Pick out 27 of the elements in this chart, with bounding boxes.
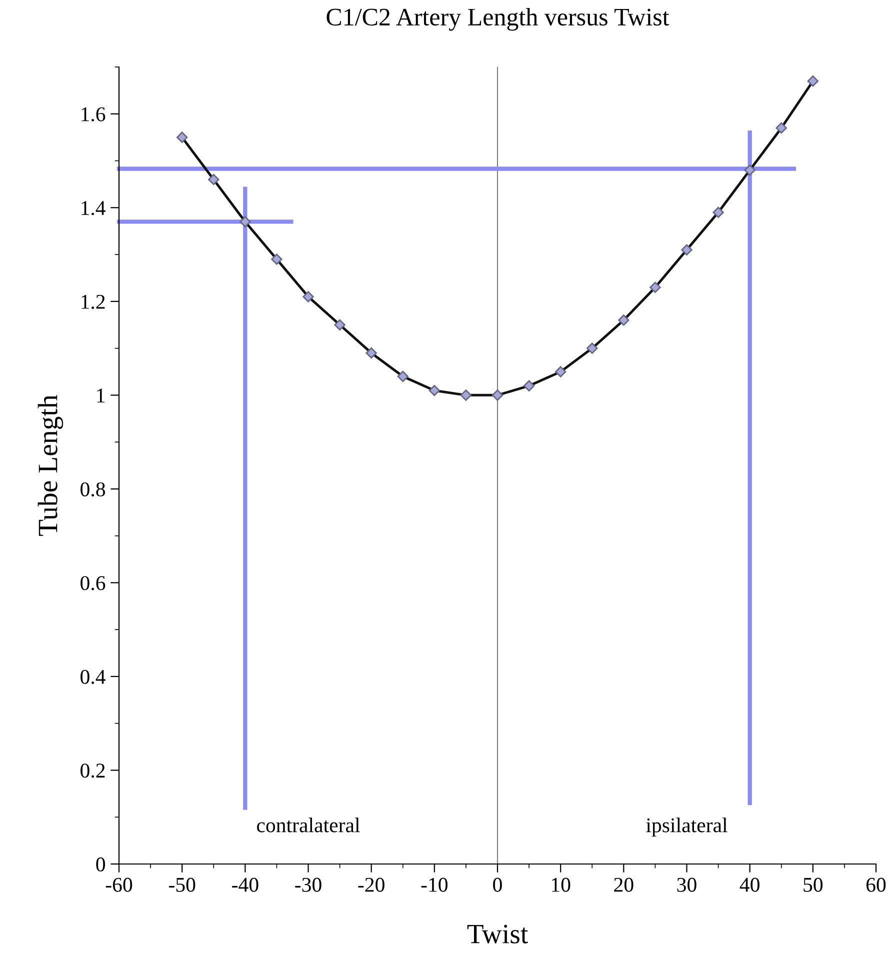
y-tick-label: 1.2 <box>82 294 105 309</box>
annotation: contralateral <box>256 818 360 832</box>
x-tick-label: -20 <box>358 878 384 892</box>
x-axis-title: Twist <box>467 924 528 944</box>
y-tick-label: 0.4 <box>80 670 106 684</box>
x-tick-label: 50 <box>804 878 823 892</box>
annotation: ipsilateral <box>646 818 728 837</box>
x-tick-label: -50 <box>168 878 196 892</box>
y-axis-title: Tube Length <box>38 395 64 536</box>
y-tick-label: 0.2 <box>80 764 105 778</box>
x-tick-label: 30 <box>677 878 696 892</box>
y-tick-label: 1.4 <box>82 201 106 216</box>
x-tick-label: 40 <box>740 878 760 892</box>
x-tick-label: 10 <box>552 878 570 892</box>
x-tick-label: 60 <box>866 878 886 892</box>
x-tick-label: -60 <box>106 878 132 892</box>
y-tick-label: 1 <box>97 388 105 402</box>
x-tick-label: -30 <box>295 878 322 892</box>
x-tick-label: 20 <box>614 878 634 892</box>
x-tick-label: 0 <box>493 878 502 892</box>
y-tick-label: 1.6 <box>82 107 106 122</box>
x-tick-label: -10 <box>421 878 448 892</box>
x-tick-label: -40 <box>232 878 258 892</box>
y-tick-label: 0 <box>96 857 106 872</box>
y-tick-label: 0.6 <box>80 576 106 590</box>
chart-title: C1/C2 Artery Length versus Twist <box>326 8 670 31</box>
y-tick-label: 0.8 <box>80 482 106 496</box>
